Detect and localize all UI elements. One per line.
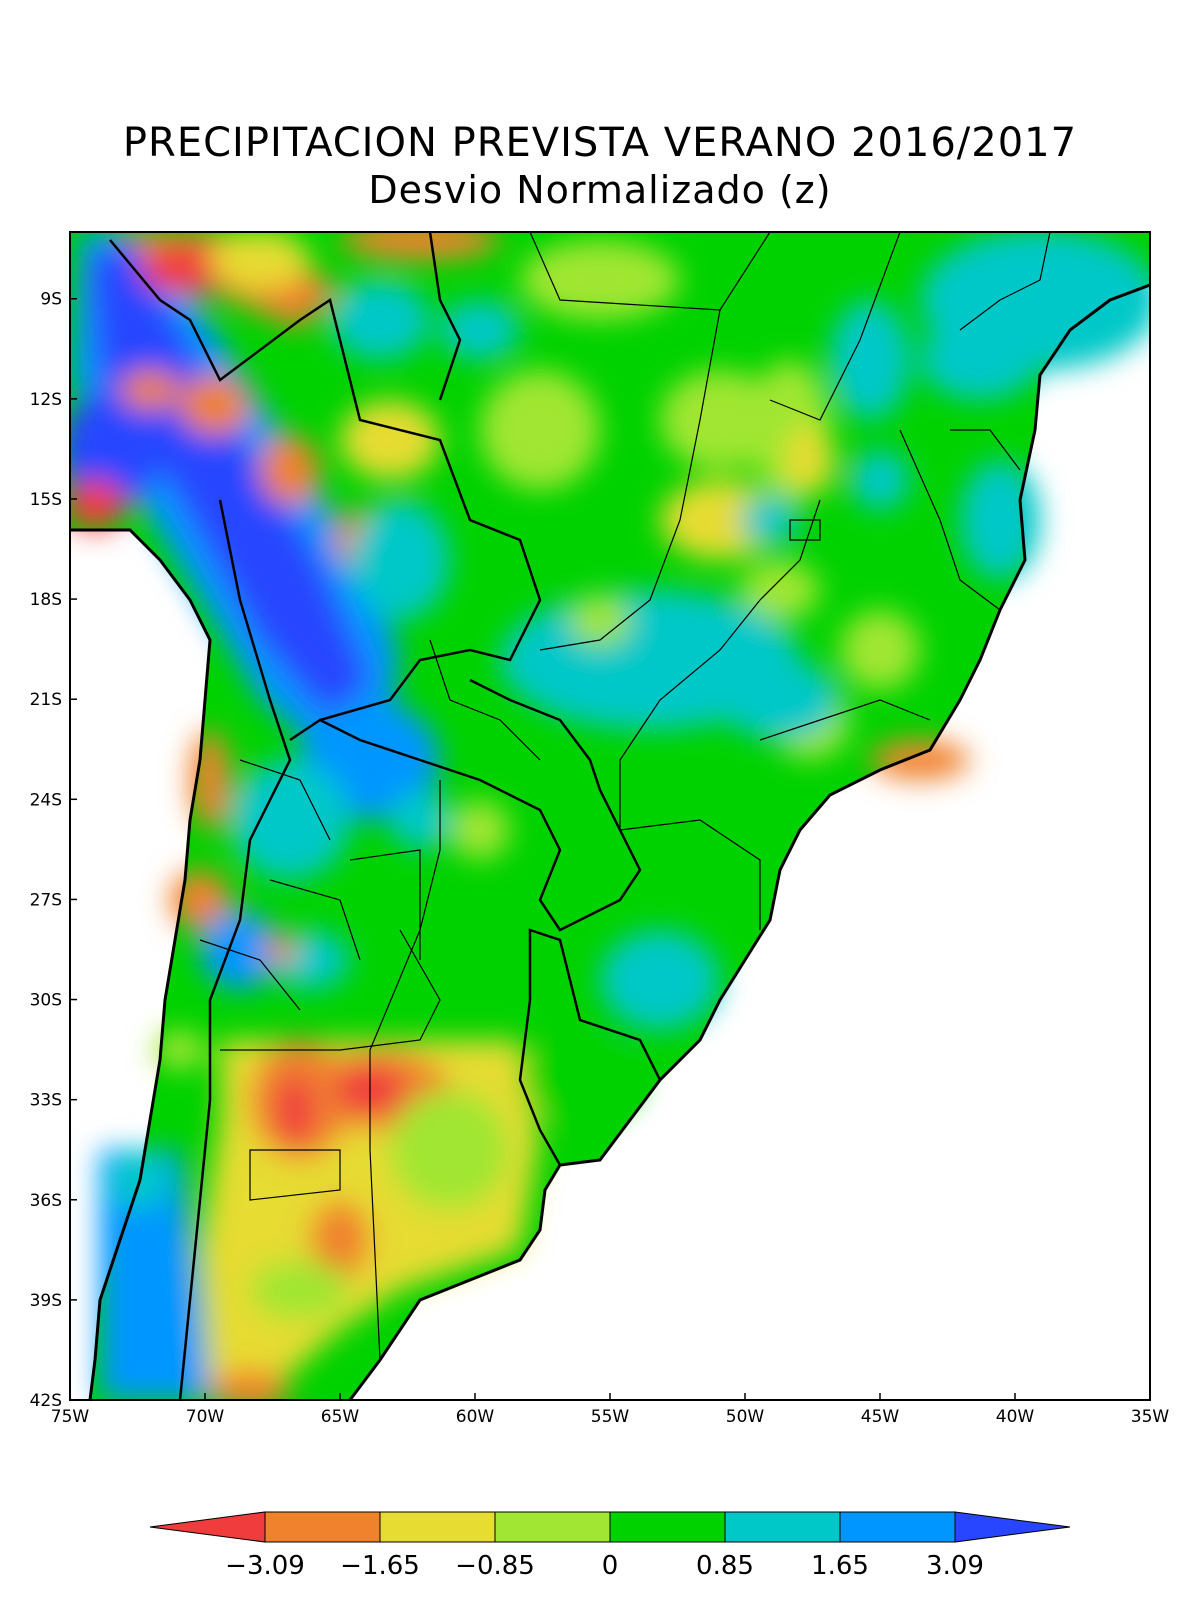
lat-tick-label: 27S xyxy=(30,890,62,910)
colorbar-label: −1.65 xyxy=(340,1551,420,1581)
colorbar-swatch xyxy=(379,1511,496,1543)
lon-tick-label: 45W xyxy=(861,1407,900,1427)
lat-tick-label: 30S xyxy=(30,991,62,1011)
pacific-coastline xyxy=(70,528,212,1401)
lon-tick-label: 60W xyxy=(456,1407,495,1427)
coastline xyxy=(348,283,1151,1401)
colorbar: −3.09 −1.65 −0.85 0 0.85 1.65 3.09 xyxy=(149,1511,1071,1581)
lat-tick-label: 24S xyxy=(30,790,62,810)
lon-tick-label: 70W xyxy=(186,1407,225,1427)
colorbar-swatch xyxy=(954,1511,1071,1543)
lat-tick-label: 21S xyxy=(30,690,62,710)
colorbar-swatch xyxy=(839,1511,956,1543)
lat-tick-label: 39S xyxy=(30,1291,62,1311)
colorbar-swatch xyxy=(149,1511,266,1543)
lat-tick-label: 33S xyxy=(30,1091,62,1111)
country-borders xyxy=(109,231,662,1401)
lat-tick-label: 42S xyxy=(30,1391,62,1411)
colorbar-swatch xyxy=(494,1511,611,1543)
lon-tick-label: 55W xyxy=(591,1407,630,1427)
lon-tick-label: 35W xyxy=(1131,1407,1170,1427)
colorbar-label: −0.85 xyxy=(455,1551,535,1581)
lat-tick-label: 18S xyxy=(30,590,62,610)
lat-tick-label: 36S xyxy=(30,1191,62,1211)
lat-tick-label: 12S xyxy=(30,390,62,410)
colorbar-swatch xyxy=(724,1511,841,1543)
state-borders xyxy=(199,231,1051,1361)
colorbar-swatch xyxy=(609,1511,726,1543)
colorbar-swatch xyxy=(264,1511,381,1543)
lat-tick-label: 9S xyxy=(40,290,62,310)
colorbar-label: 0.85 xyxy=(696,1551,754,1581)
map-subtitle: Desvio Normalizado (z) xyxy=(368,168,832,212)
axis-ticks: 75W 70W 65W 60W 55W 50W 45W 40W 35W 9S 12S 15S 18S 21… xyxy=(30,290,1170,1427)
data-field xyxy=(70,232,1150,1400)
colorbar-label: 0 xyxy=(602,1551,619,1581)
lon-tick-label: 65W xyxy=(321,1407,360,1427)
lon-tick-label: 75W xyxy=(51,1407,90,1427)
map-title: PRECIPITACION PREVISTA VERANO 2016/2017 xyxy=(122,120,1078,166)
anomaly-patches xyxy=(70,232,1150,1400)
colorbar-label: 1.65 xyxy=(811,1551,869,1581)
colorbar-label: 3.09 xyxy=(926,1551,984,1581)
lat-tick-label: 15S xyxy=(30,490,62,510)
lon-tick-label: 40W xyxy=(996,1407,1035,1427)
colorbar-label: −3.09 xyxy=(225,1551,305,1581)
lon-tick-label: 50W xyxy=(726,1407,765,1427)
